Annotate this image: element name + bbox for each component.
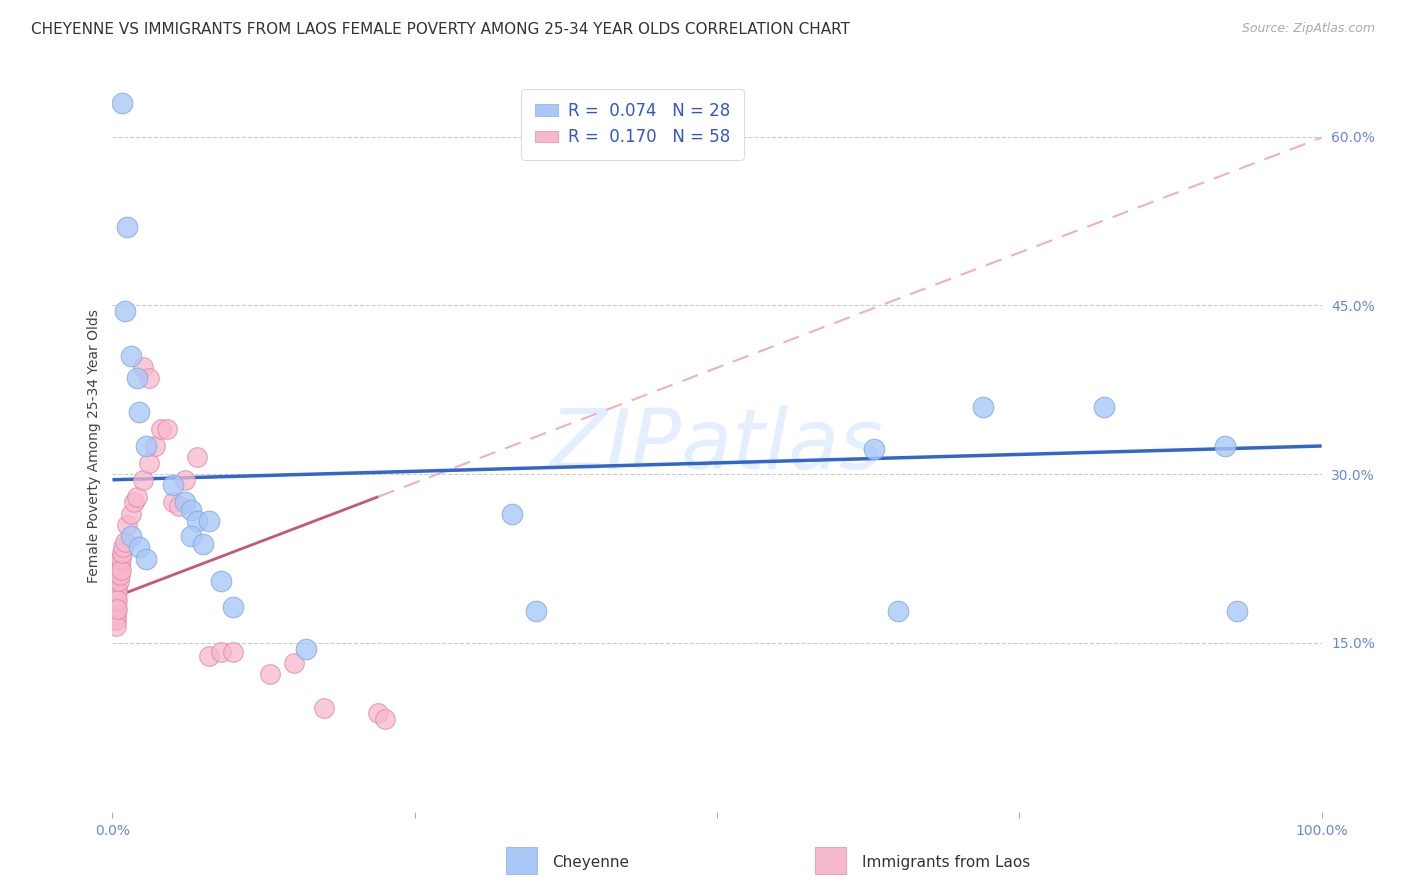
Point [1226, 604, 1249, 618]
Point [105, 585, 128, 599]
Point [198, 515, 221, 529]
Point [162, 495, 184, 509]
Text: ZIPatlas: ZIPatlas [550, 406, 884, 486]
Point [105, 574, 128, 588]
Point [863, 442, 886, 457]
Point [209, 574, 232, 588]
Point [1092, 400, 1115, 414]
Point [501, 507, 523, 521]
Point [104, 593, 127, 607]
Point [125, 371, 148, 385]
Point [174, 495, 197, 509]
Point [112, 541, 135, 555]
Point [186, 515, 208, 529]
Point [149, 422, 172, 436]
Point [105, 580, 128, 594]
Point [107, 574, 129, 588]
Point [104, 589, 127, 603]
Point [283, 656, 305, 670]
Point [105, 580, 128, 594]
Point [135, 551, 157, 566]
Point [1213, 439, 1236, 453]
Point [104, 585, 127, 599]
Point [132, 473, 155, 487]
Point [104, 614, 127, 628]
Point [209, 645, 232, 659]
Point [198, 649, 221, 664]
Point [524, 604, 547, 618]
Point [367, 706, 389, 720]
Point [111, 546, 134, 560]
Point [295, 641, 318, 656]
Point [186, 450, 208, 465]
Point [374, 713, 396, 727]
Point [259, 667, 281, 681]
Point [111, 95, 134, 110]
Point [110, 563, 132, 577]
Point [114, 304, 136, 318]
Point [105, 571, 128, 585]
Point [105, 585, 128, 599]
Point [105, 563, 128, 577]
Point [887, 604, 910, 618]
Point [105, 597, 128, 611]
Y-axis label: Female Poverty Among 25-34 Year Olds: Female Poverty Among 25-34 Year Olds [87, 309, 101, 583]
Point [180, 503, 202, 517]
Point [312, 701, 335, 715]
Point [120, 349, 142, 363]
Point [105, 614, 128, 628]
Text: Cheyenne: Cheyenne [553, 855, 630, 870]
Point [104, 597, 127, 611]
Point [156, 422, 179, 436]
Point [114, 534, 136, 549]
Point [122, 495, 145, 509]
Point [222, 645, 245, 659]
Text: Immigrants from Laos: Immigrants from Laos [862, 855, 1031, 870]
Point [104, 607, 127, 622]
Point [105, 602, 128, 616]
Point [104, 602, 127, 616]
Point [107, 563, 129, 577]
Point [222, 599, 245, 614]
Point [104, 580, 127, 594]
Point [972, 400, 994, 414]
Point [104, 582, 127, 596]
Point [125, 490, 148, 504]
Point [120, 507, 142, 521]
Text: Source: ZipAtlas.com: Source: ZipAtlas.com [1241, 22, 1375, 36]
Point [143, 439, 166, 453]
Point [108, 557, 131, 571]
Point [115, 219, 138, 234]
Point [138, 456, 160, 470]
Point [135, 439, 157, 453]
Point [128, 405, 150, 419]
Point [105, 593, 128, 607]
Legend: R =  0.074   N = 28, R =  0.170   N = 58: R = 0.074 N = 28, R = 0.170 N = 58 [522, 88, 744, 160]
Point [105, 602, 128, 616]
Point [110, 551, 132, 566]
Point [105, 619, 128, 633]
Point [191, 537, 214, 551]
Point [174, 473, 197, 487]
Point [132, 360, 155, 375]
Point [162, 478, 184, 492]
Point [167, 499, 190, 513]
Point [108, 568, 131, 582]
Point [115, 517, 138, 532]
Point [120, 529, 142, 543]
Point [128, 541, 150, 555]
Point [105, 591, 128, 605]
Point [105, 607, 128, 622]
Point [105, 568, 128, 582]
Point [138, 371, 160, 385]
Point [104, 574, 127, 588]
Point [180, 529, 202, 543]
Text: CHEYENNE VS IMMIGRANTS FROM LAOS FEMALE POVERTY AMONG 25-34 YEAR OLDS CORRELATIO: CHEYENNE VS IMMIGRANTS FROM LAOS FEMALE … [31, 22, 851, 37]
